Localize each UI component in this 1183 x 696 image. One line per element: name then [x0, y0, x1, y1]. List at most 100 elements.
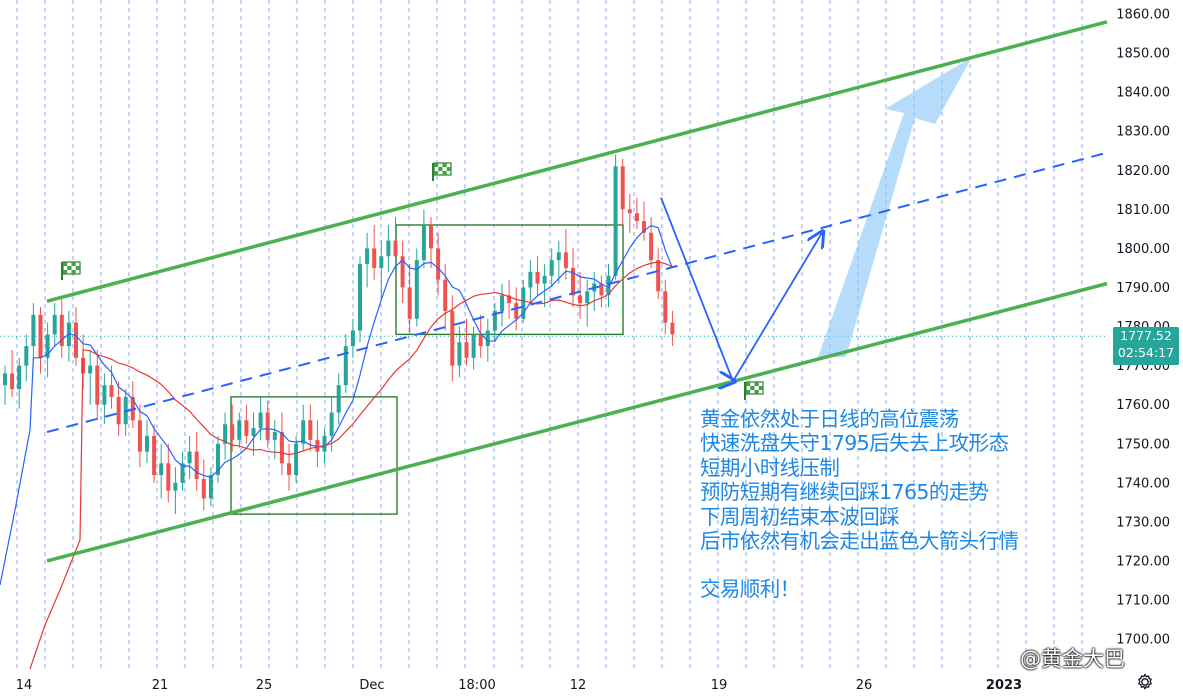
bar-countdown: 02:54:17: [1117, 345, 1175, 360]
annotation-line-6: 后市依然有机会走出蓝色大箭头行情: [700, 528, 1019, 553]
flag-check: [754, 382, 759, 386]
candle-body: [31, 314, 36, 347]
range-box-1: [230, 396, 398, 515]
candle-body: [38, 314, 43, 358]
session-gridlines: [0, 0, 1107, 669]
flag-check: [75, 266, 80, 270]
annotation-line-4: 预防短期有继续回踩1765的走势: [700, 480, 989, 505]
flag-check: [438, 167, 443, 171]
candle-body: [528, 271, 533, 288]
flag-check: [442, 171, 447, 175]
last-price-value: 1777.52: [1120, 328, 1172, 343]
candle-body: [329, 412, 334, 436]
candle-body: [656, 260, 661, 292]
candle-body: [436, 248, 441, 280]
candle-body: [500, 295, 504, 311]
flag-check: [434, 171, 439, 175]
candle-body: [166, 463, 171, 491]
time-tick-label: 25: [256, 678, 273, 693]
candle-body: [365, 248, 370, 265]
candle-body: [251, 428, 256, 436]
candle-body: [287, 463, 291, 476]
candle-body: [279, 432, 284, 464]
candle-body: [627, 209, 632, 214]
candle-body: [59, 314, 64, 347]
flag-icon: [432, 162, 452, 181]
price-tick-label: 1830.00: [1116, 125, 1170, 140]
candle-body: [45, 334, 50, 358]
candle-body: [109, 385, 114, 397]
time-tick-label: 19: [711, 678, 728, 693]
candle-body: [563, 252, 568, 268]
candle-body: [571, 267, 575, 296]
settings-gear-icon[interactable]: [1135, 672, 1155, 692]
drawings-back: [230, 57, 972, 515]
time-tick-label: 18:00: [458, 678, 495, 693]
channel-midline: [46, 151, 1108, 434]
candle-body: [379, 256, 384, 268]
price-tick-label: 1810.00: [1116, 203, 1170, 218]
candle-body: [137, 420, 142, 452]
candle-body: [663, 291, 668, 323]
candle-body: [95, 365, 100, 405]
candle-body: [478, 334, 483, 347]
time-tick-label: 12: [570, 678, 587, 693]
annotation-line-2: 快速洗盘失守1795后失去上攻形态: [700, 431, 1009, 456]
candle-body: [17, 365, 22, 390]
candle-body: [358, 264, 362, 331]
candle-body: [492, 310, 497, 331]
flag-check: [71, 262, 76, 266]
channel-upper-line: [46, 20, 1108, 303]
candle-body: [152, 435, 157, 476]
candle-body: [599, 283, 604, 296]
flag-check: [750, 386, 755, 390]
last-price-badge: 1777.52 02:54:17: [1113, 327, 1179, 365]
candle-body: [613, 166, 618, 276]
price-tick-label: 1730.00: [1116, 515, 1170, 530]
candle-body: [301, 420, 306, 444]
candle-body: [649, 232, 654, 261]
candle-body: [244, 420, 249, 436]
candle-body: [542, 275, 547, 284]
candle-body: [272, 432, 277, 440]
time-axis[interactable]: 14 21 25 Dec 18:00 12 19 26 2023: [16, 678, 1022, 693]
candle-body: [634, 213, 639, 222]
price-tick-label: 1700.00: [1116, 633, 1170, 648]
flag-check: [63, 270, 68, 274]
candle-body: [194, 451, 199, 479]
candle-body: [201, 478, 206, 499]
candle-body: [223, 424, 228, 444]
candle-body: [521, 287, 526, 319]
candle-body: [116, 396, 121, 425]
watermark-text: @黄金大巴: [1020, 647, 1125, 671]
moving-averages: [0, 224, 673, 670]
candle-body: [208, 475, 213, 499]
candle-body: [585, 291, 590, 304]
candle-body: [265, 412, 270, 440]
candle-body: [407, 287, 412, 319]
candle-body: [88, 365, 93, 374]
candle-body: [421, 224, 426, 261]
annotation-closing: 交易顺利！: [700, 577, 800, 602]
candles: [3, 154, 675, 515]
candle-body: [507, 295, 512, 304]
candle-body: [642, 221, 646, 233]
flag-check: [746, 390, 751, 394]
flag-check: [63, 262, 68, 266]
price-tick-label: 1740.00: [1116, 476, 1170, 491]
candle-body: [485, 330, 490, 347]
annotation-line-3: 短期小时线压制: [700, 455, 840, 480]
price-tick-label: 1790.00: [1116, 281, 1170, 296]
flag-check: [746, 382, 751, 386]
candle-body: [322, 435, 327, 452]
flag-icon: [744, 381, 764, 400]
time-tick-label: 14: [16, 678, 33, 693]
candle-body: [3, 373, 7, 386]
candle-body: [145, 435, 149, 452]
candle-body: [400, 256, 405, 288]
forecast-path-arrow: [660, 197, 822, 382]
price-tick-label: 1800.00: [1116, 242, 1170, 257]
drawings-front: [46, 20, 1108, 563]
watermark: @黄金大巴: [1020, 643, 1125, 673]
